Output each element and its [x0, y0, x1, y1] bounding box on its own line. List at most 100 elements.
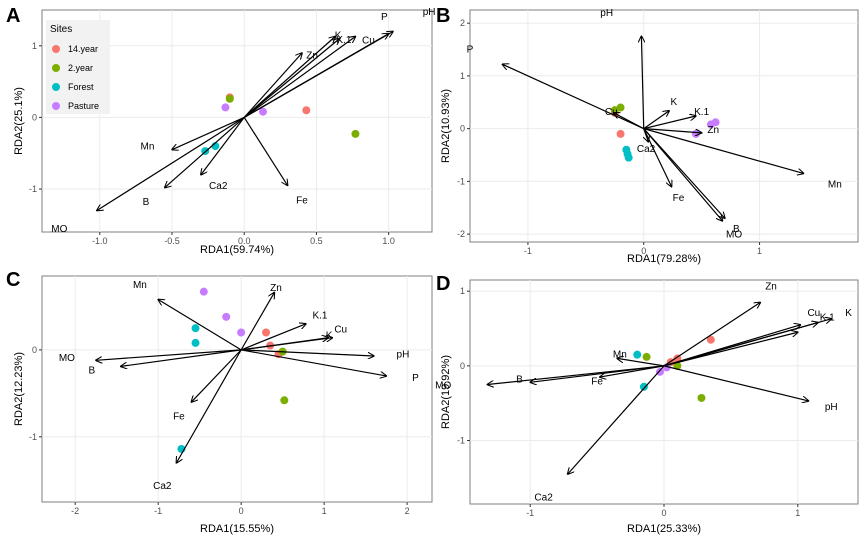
panel-a: A -1.0 -0.5 0.0 0.5 1.0 -1 0 1 RDA1(59.74%) RDA2(2…: [6, 5, 436, 256]
x-tick-label: -2: [71, 506, 79, 516]
site-point-forest: [624, 153, 633, 162]
vector-label: K.1: [312, 311, 327, 322]
site-point-2-year: [225, 94, 234, 103]
x-tick-label: 0.5: [310, 236, 323, 246]
x-tick-label: 0: [641, 246, 646, 256]
vector-label: Cu: [605, 107, 618, 118]
vector-label: B: [88, 365, 95, 376]
y-axis-title: RDA2(25.1%): [13, 87, 25, 155]
panel-letter: B: [436, 5, 450, 27]
site-point-2-year: [616, 103, 625, 112]
vector-label: Mn: [140, 142, 154, 153]
vector-label: MO: [59, 353, 75, 364]
vector-label: K: [335, 31, 342, 42]
vector-label: B: [516, 374, 523, 385]
x-tick-label: 0.0: [238, 236, 251, 246]
plot-area: [41, 275, 433, 503]
y-tick-label: 0: [32, 112, 37, 122]
vector-arrow: [568, 365, 665, 474]
vector-label: Ca2: [637, 144, 656, 155]
vector-label: Zn: [306, 51, 318, 62]
site-point-2-year: [642, 352, 651, 361]
vector-label: K: [845, 308, 852, 319]
vector-label: Fe: [173, 411, 185, 422]
vector-label: P: [412, 373, 419, 384]
x-axis-title: RDA1(15.55%): [200, 523, 274, 535]
panel-c: C -2 -1 0 1 2 -1 0 RDA1(15.55%) RDA2(12.23%) Mn Zn K…: [6, 269, 433, 535]
vector-label: pH: [825, 402, 838, 413]
legend-label: Pasture: [68, 101, 99, 111]
vector-arrow: [240, 324, 306, 351]
y-tick-label: 2: [460, 18, 465, 28]
legend-swatch: [52, 102, 60, 110]
vector-label: Ca2: [209, 181, 228, 192]
vector-arrow: [663, 365, 808, 401]
vector-label: Cu: [807, 308, 820, 319]
y-axis-title: RDA2(12.23%): [13, 352, 25, 426]
panel-letter: A: [6, 5, 20, 27]
legend-label: 2.year: [68, 63, 93, 73]
vector-arrow: [241, 338, 328, 351]
vector-label: pH: [423, 7, 436, 18]
vector-arrow: [97, 116, 245, 210]
x-tick-label: 1.0: [382, 236, 395, 246]
vector-arrow: [243, 36, 355, 118]
vector-arrow: [243, 39, 339, 118]
site-point-14-year: [262, 328, 271, 337]
site-point-forest: [191, 324, 200, 333]
vector-label: Fe: [673, 193, 685, 204]
legend-label: 14.year: [68, 44, 98, 54]
x-tick-label: 1: [757, 246, 762, 256]
vector-label: MO: [435, 380, 451, 391]
vector-arrow: [96, 349, 242, 360]
vector-label: Mn: [828, 180, 842, 191]
vector-arrow: [165, 116, 245, 187]
legend-swatch: [52, 83, 60, 91]
x-tick-label: -1: [154, 506, 162, 516]
site-point-pasture: [199, 287, 208, 296]
vector-label: K.1: [694, 107, 709, 118]
vector-arrow: [176, 349, 242, 463]
site-point-14-year: [616, 129, 625, 138]
vector-label: K: [671, 97, 678, 108]
vector-label: Cu: [362, 36, 375, 47]
y-tick-label: -1: [457, 176, 465, 186]
x-axis-title: RDA1(59.74%): [200, 244, 274, 256]
x-tick-label: 2: [405, 506, 410, 516]
vector-arrow: [240, 293, 274, 351]
y-tick-label: 0: [32, 345, 37, 355]
site-point-pasture: [221, 103, 230, 112]
panel-letter: C: [6, 269, 20, 291]
vector-arrow: [241, 349, 386, 376]
vector-label: Zn: [707, 125, 719, 136]
y-tick-label: -1: [457, 436, 465, 446]
vector-arrow: [121, 349, 242, 367]
vector-label: Zn: [270, 283, 282, 294]
site-point-pasture: [259, 107, 267, 116]
site-point-2-year: [280, 396, 289, 405]
vector-arrow: [643, 111, 669, 130]
panel-letter: D: [436, 273, 450, 295]
site-point-2-year: [697, 393, 706, 402]
vector-label: Mn: [613, 350, 627, 361]
y-tick-label: -1: [29, 432, 37, 442]
legend-swatch: [52, 45, 60, 53]
vector-arrow: [643, 128, 672, 187]
x-tick-label: -1: [524, 246, 532, 256]
vector-arrow: [643, 116, 696, 130]
vector-label: P: [467, 45, 474, 56]
vector-label: B: [143, 197, 150, 208]
y-tick-label: 1: [32, 41, 37, 51]
vector-arrow: [663, 302, 760, 367]
site-point-pasture: [237, 328, 246, 337]
plot-area: [469, 9, 859, 243]
vector-arrow: [201, 117, 245, 174]
vector-label: Mn: [133, 280, 147, 291]
site-point-pasture: [222, 312, 231, 321]
vector-label: Ca2: [153, 481, 172, 492]
legend-swatch: [52, 64, 60, 72]
vector-label: pH: [397, 350, 410, 361]
vector-arrow: [487, 365, 665, 385]
vector-label: B: [733, 224, 740, 235]
